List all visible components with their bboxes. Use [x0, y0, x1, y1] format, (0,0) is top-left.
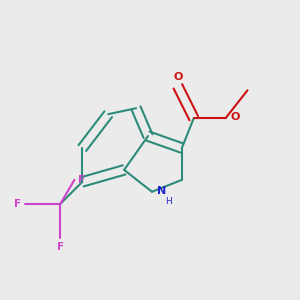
Text: F: F: [57, 242, 64, 251]
Text: H: H: [165, 196, 172, 206]
Text: F: F: [14, 199, 21, 209]
Text: O: O: [230, 112, 240, 122]
Text: F: F: [78, 175, 85, 185]
Text: N: N: [157, 186, 166, 196]
Text: O: O: [173, 72, 182, 82]
